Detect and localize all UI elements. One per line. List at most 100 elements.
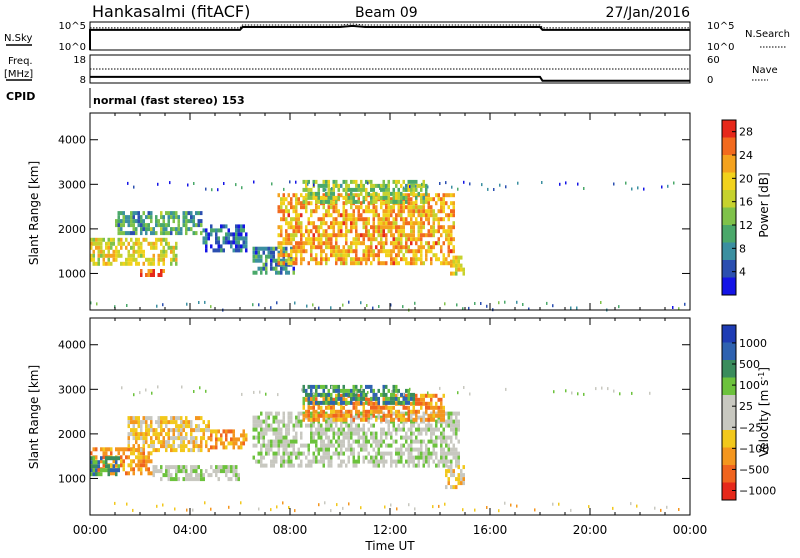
cell-p0-r4: [400, 249, 403, 254]
cell-p1-r6: [345, 409, 348, 414]
cell-p0-r4: [380, 245, 383, 250]
cell-p0-r4: [382, 225, 385, 230]
cell-p1-r2: [145, 416, 148, 421]
cell-p1-r5: [425, 443, 428, 448]
cell-p1-r7: [390, 400, 393, 405]
cell-p0-r5: [302, 199, 305, 204]
cell-p0-r4: [390, 209, 393, 214]
cell-p1-r0: [145, 467, 148, 472]
cell-p0-r4: [370, 233, 373, 238]
band-p1-b1: [156, 504, 158, 508]
cell-p1-r5: [400, 435, 403, 440]
cell-p1-r2: [185, 424, 188, 429]
cell-p1-r5: [337, 463, 340, 468]
cell-p0-r5: [312, 179, 315, 184]
cell-p0-r4: [342, 261, 345, 266]
cell-p0-r4: [410, 257, 413, 262]
cell-p1-r5: [412, 447, 415, 452]
cell-p1-r1: [117, 468, 120, 473]
cell-p0-r2: [210, 228, 213, 233]
cell-p1-r3: [197, 477, 200, 482]
cell-p0-r6: [452, 263, 455, 268]
cell-p1-r6: [407, 405, 410, 410]
cell-p1-r6: [392, 405, 395, 410]
colorbar-tick-label-p1-4: −25: [739, 421, 762, 434]
cell-p0-r4: [317, 237, 320, 242]
cell-p0-r0: [102, 257, 105, 262]
cell-p1-r2: [145, 420, 148, 425]
cell-p1-r3: [207, 473, 210, 478]
cell-p0-r5: [370, 195, 373, 200]
cell-p0-r4: [355, 233, 358, 238]
cell-p1-r5: [275, 455, 278, 460]
cell-p1-r5: [342, 427, 345, 432]
cell-p0-r4: [350, 217, 353, 222]
cell-p0-r4: [337, 213, 340, 218]
cell-p1-r2: [207, 428, 210, 433]
cell-p1-r7: [312, 384, 315, 389]
band-p0-b0: [295, 180, 297, 184]
cell-p0-r5: [322, 199, 325, 204]
colorbar-tick-label-p0-1: 8: [739, 242, 746, 255]
cell-p1-r6: [367, 413, 370, 418]
cell-p0-r4: [372, 257, 375, 262]
cell-p0-r0: [150, 261, 153, 266]
cell-p0-r5: [417, 183, 420, 188]
cell-p0-r4: [385, 261, 388, 266]
cell-p1-r6: [310, 405, 313, 410]
band-p1-b0: [133, 393, 135, 397]
cell-p0-r5: [412, 183, 415, 188]
cell-p0-r2: [237, 228, 240, 233]
cell-p0-r4: [395, 237, 398, 242]
band-p0-b1: [258, 303, 260, 307]
cell-p0-r4: [335, 209, 338, 214]
cell-p0-r4: [305, 229, 308, 234]
cell-p0-r4: [445, 233, 448, 238]
cell-p1-r5: [400, 427, 403, 432]
band-p0-b1: [270, 306, 272, 310]
cell-p0-r4: [432, 213, 435, 218]
cell-p0-r4: [310, 229, 313, 234]
cell-p1-r7: [372, 396, 375, 401]
cell-p1-r6: [430, 405, 433, 410]
cell-p1-r6: [307, 409, 310, 414]
cell-p1-r0: [137, 455, 140, 460]
cell-p0-r0: [165, 241, 168, 246]
cell-p0-r4: [337, 245, 340, 250]
cell-p0-r2: [245, 232, 248, 237]
cell-p1-r6: [415, 401, 418, 406]
cell-p1-r5: [435, 439, 438, 444]
cell-p1-r5: [285, 423, 288, 428]
cell-p1-r2: [135, 440, 138, 445]
cell-p0-r4: [430, 197, 433, 202]
cell-p0-r4: [325, 253, 328, 258]
cell-p0-r0: [97, 257, 100, 262]
cell-p1-r7: [320, 384, 323, 389]
cell-p0-r4: [407, 245, 410, 250]
cell-p0-r3: [285, 270, 288, 275]
colorbar-tick-label-p0-6: 28: [739, 126, 753, 139]
band-p0-b0: [505, 185, 507, 189]
cell-p1-r6: [390, 405, 393, 410]
cell-p0-r5: [382, 195, 385, 200]
cell-p0-r4: [410, 249, 413, 254]
cell-p0-r4: [322, 233, 325, 238]
cell-p0-r0: [95, 241, 98, 246]
cell-p1-r2: [202, 420, 205, 425]
cell-p0-r0: [140, 249, 143, 254]
cell-p1-r5: [380, 455, 383, 460]
cell-p0-r1: [165, 223, 168, 228]
cell-p0-r0: [125, 257, 128, 262]
cell-p0-r0: [92, 253, 95, 258]
cell-p0-r0: [120, 237, 123, 242]
cell-p1-r3: [190, 469, 193, 474]
cell-p1-r7: [310, 400, 313, 405]
cell-p1-r5: [382, 439, 385, 444]
cell-p0-r4: [452, 237, 455, 242]
cell-p0-r6: [450, 271, 453, 276]
cell-p1-r5: [352, 439, 355, 444]
cell-p0-r4: [397, 233, 400, 238]
cell-p1-r2: [147, 416, 150, 421]
cell-p0-r4: [445, 229, 448, 234]
cell-p1-r3: [177, 477, 180, 482]
